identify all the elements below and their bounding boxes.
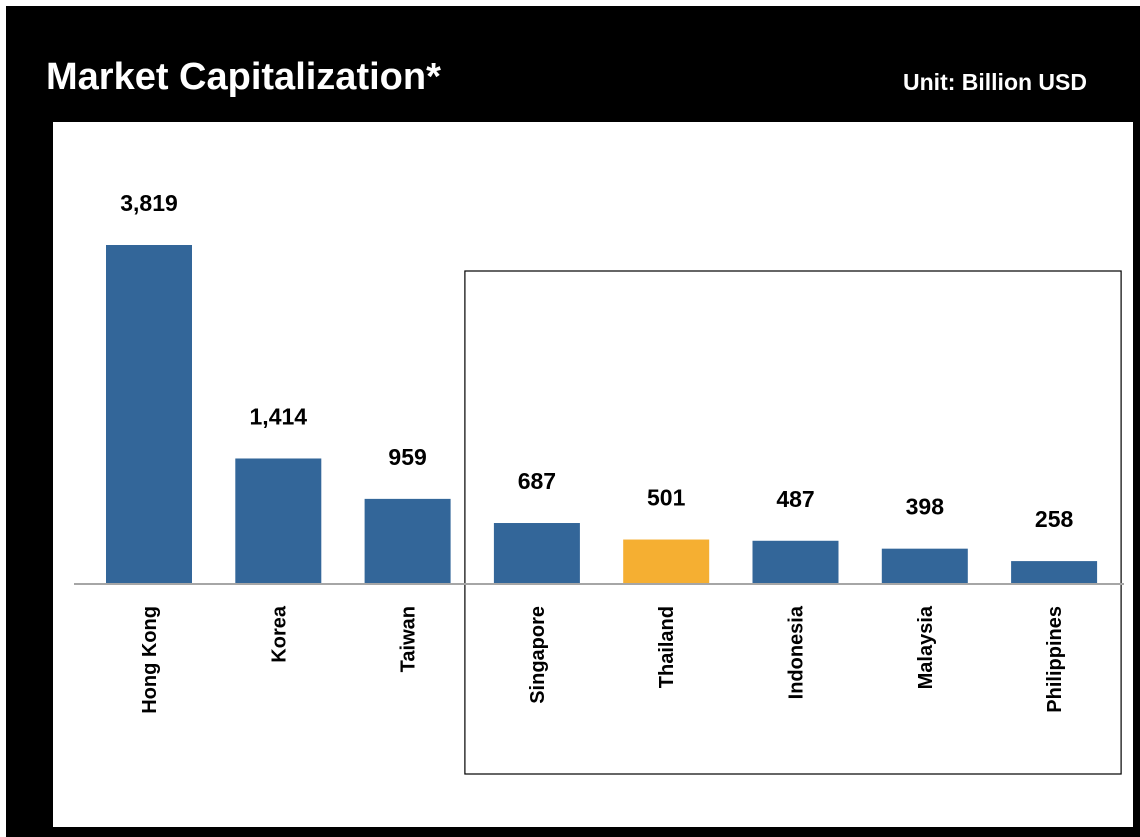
category-label-korea: Korea — [268, 605, 290, 663]
bar-indonesia — [752, 540, 839, 584]
bar-taiwan — [364, 498, 451, 584]
category-label-hong-kong: Hong Kong — [139, 606, 161, 714]
value-label-philippines: 258 — [1035, 506, 1074, 532]
unit-label: Unit: Billion USD — [903, 69, 1087, 95]
category-label-singapore: Singapore — [527, 606, 549, 704]
value-label-korea: 1,414 — [250, 403, 308, 429]
chart-title: Market Capitalization* — [46, 56, 441, 98]
chart-frame: Market Capitalization* Unit: Billion USD… — [6, 6, 1140, 837]
value-label-thailand: 501 — [647, 485, 686, 511]
value-label-singapore: 687 — [518, 468, 556, 494]
bar-hong-kong — [106, 245, 192, 584]
value-label-malaysia: 398 — [906, 494, 945, 520]
bar-malaysia — [881, 548, 968, 584]
bar-philippines — [1011, 561, 1098, 584]
value-label-indonesia: 487 — [776, 486, 814, 512]
category-label-thailand: Thailand — [656, 606, 678, 688]
value-label-hong-kong: 3,819 — [120, 190, 178, 216]
category-label-indonesia: Indonesia — [786, 605, 808, 699]
chart-panel: 3,819 Hong Kong 1,414 Korea 959 Taiwan 687 Sing… — [53, 122, 1133, 827]
bar-thailand — [623, 539, 710, 584]
bar-chart: 3,819 Hong Kong 1,414 Korea 959 Taiwan 687 Sing… — [74, 190, 1124, 775]
category-label-taiwan: Taiwan — [398, 606, 420, 672]
bar-singapore — [493, 523, 580, 584]
category-label-malaysia: Malaysia — [915, 605, 937, 689]
highlight-group-box — [464, 270, 1122, 775]
bar-korea — [235, 458, 322, 584]
category-label-philippines: Philippines — [1044, 606, 1066, 713]
value-label-taiwan: 959 — [388, 444, 426, 470]
